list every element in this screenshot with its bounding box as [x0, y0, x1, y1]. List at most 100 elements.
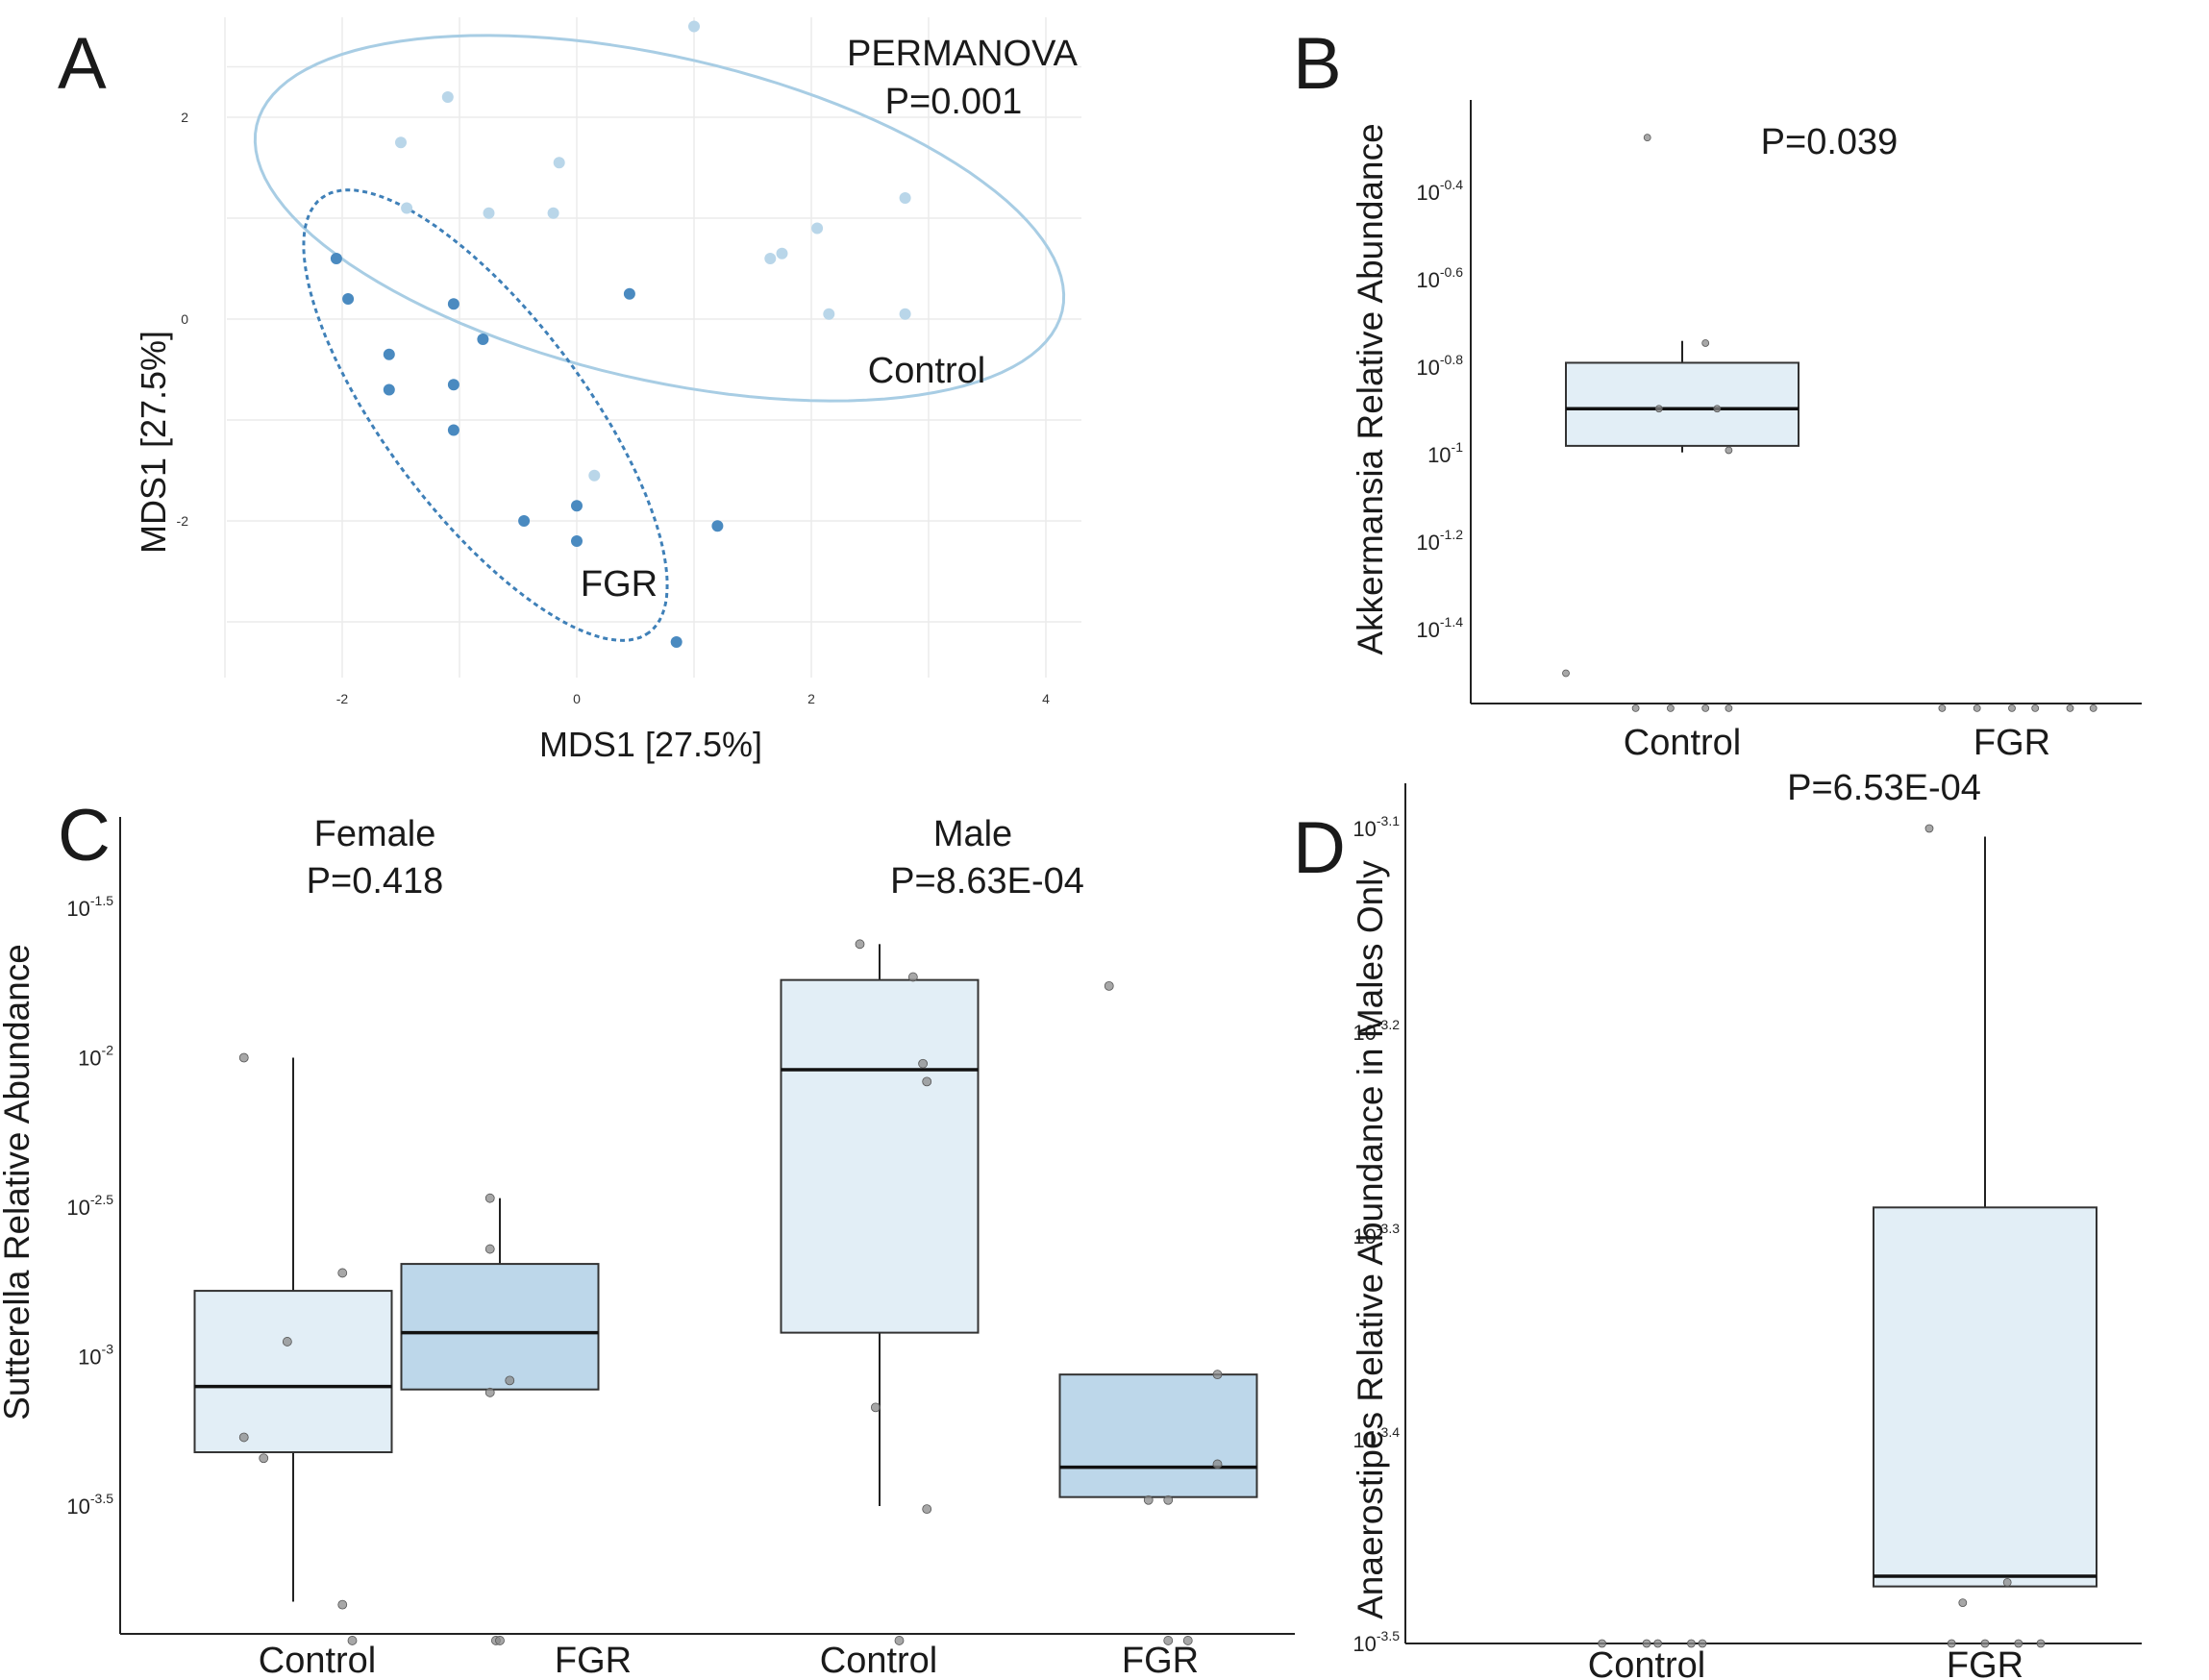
permanova-label: PERMANOVA [847, 34, 1079, 74]
data-point [1163, 1636, 1174, 1645]
data-point [495, 1636, 505, 1645]
fgr-point [670, 636, 683, 648]
data-point [1104, 980, 1114, 991]
box [400, 1263, 600, 1391]
data-point [1698, 1639, 1707, 1648]
fgr-ellipse [302, 188, 669, 642]
data-point [1653, 1639, 1662, 1648]
data-point [1654, 405, 1663, 413]
fgr-point [623, 287, 635, 300]
y-tick-label: 10-3.4 [1353, 1424, 1400, 1452]
data-point [2066, 704, 2074, 712]
y-tick-label: 0 [181, 311, 188, 327]
data-point [894, 1636, 905, 1645]
panel-d-xtick-control: Control [1588, 1645, 1706, 1680]
data-point [1701, 704, 1710, 712]
control-point [688, 20, 700, 33]
y-tick-label: 10-3.3 [1353, 1221, 1400, 1248]
panel-c-ylabel: Sutterella Relative Abundance [0, 944, 37, 1421]
data-point [1631, 704, 1640, 712]
data-point [1643, 134, 1651, 142]
box [780, 978, 980, 1334]
panel-c-content: 10-1.5 10-2 10-2.5 10-3 10-3.5 [66, 893, 1258, 1645]
panel-b: B 10-0.4 10-0.6 10-0.8 10-1 10-1.2 10-1.4 P=0… [1293, 23, 2142, 763]
panel-c-xtick-female-fgr: FGR [555, 1641, 632, 1680]
data-point [1938, 704, 1947, 712]
panel-d-content: 10-3.1 10-3.2 10-3.3 10-3.4 10-3.5 [1353, 813, 2097, 1656]
fgr-point [383, 383, 395, 396]
data-point [1725, 704, 1733, 712]
control-ellipse [253, 34, 1066, 403]
panel-a-ylabel: MDS1 [27.5%] [134, 331, 173, 554]
control-point [588, 469, 601, 482]
panel-b-xtick-control: Control [1624, 723, 1742, 763]
data-point [1143, 1495, 1154, 1505]
panel-d-p-value: P=6.53E-04 [1787, 768, 1981, 808]
fgr-point [571, 535, 583, 547]
data-point [337, 1599, 348, 1610]
data-point [1163, 1495, 1174, 1505]
data-point [2008, 704, 2016, 712]
box [1058, 1373, 1258, 1498]
y-tick-label: 10-3.2 [1353, 1017, 1400, 1045]
fgr-point [447, 379, 459, 391]
data-point [1701, 339, 1710, 347]
y-tick-label: 10-0.8 [1416, 352, 1463, 380]
data-point [484, 1193, 495, 1203]
data-point [1212, 1370, 1223, 1380]
female-p-value: P=0.418 [307, 861, 444, 902]
panel-b-label: B [1293, 23, 1342, 105]
box [193, 1290, 393, 1454]
data-point [1212, 1459, 1223, 1470]
panel-a-label: A [58, 23, 107, 105]
data-point [1598, 1639, 1606, 1648]
panel-c-xtick-male-control: Control [820, 1641, 938, 1680]
panel-b-content: 10-0.4 10-0.6 10-0.8 10-1 10-1.2 10-1.4 [1416, 134, 2097, 712]
data-point [871, 1402, 881, 1413]
panel-c-xtick-female-control: Control [259, 1641, 377, 1680]
data-point [922, 1504, 932, 1515]
control-point [441, 91, 454, 103]
box [1873, 1206, 2097, 1588]
fgr-point [518, 515, 531, 527]
control-point [776, 247, 788, 259]
fgr-point [342, 293, 355, 305]
fgr-point [330, 253, 342, 264]
panel-a-points [330, 20, 911, 648]
x-tick-label: 2 [807, 691, 815, 706]
data-point [918, 1058, 928, 1069]
data-point [1562, 669, 1570, 678]
male-p-value: P=8.63E-04 [890, 861, 1084, 902]
panel-a-ticks: -2 0 2 4 2 0 -2 [177, 110, 1051, 706]
panel-a: A -2 0 2 4 2 0 -2 PERMANOVA P=0.001 Control FG… [58, 17, 1081, 764]
data-point [347, 1636, 358, 1645]
panel-d-label: D [1293, 807, 1346, 889]
data-point [1958, 1598, 1968, 1607]
female-label: Female [314, 814, 436, 854]
data-point [1725, 446, 1733, 455]
control-point [395, 136, 407, 149]
data-point [1980, 1639, 1990, 1648]
panel-b-ylabel: Akkermansia Relative Abundance [1351, 123, 1390, 655]
control-point [811, 222, 824, 235]
data-point [259, 1453, 269, 1464]
data-point [2036, 1639, 2046, 1648]
fgr-point [571, 500, 583, 512]
data-point [2031, 704, 2040, 712]
panel-d-ylabel: Anaerostipes Relative Abundance in Males… [1351, 860, 1390, 1619]
y-tick-label: 10-0.6 [1416, 264, 1463, 292]
y-tick-label: -2 [177, 513, 189, 529]
panel-d: D 10-3.1 10-3.2 10-3.3 10-3.4 10-3.5 P=6.53E… [1293, 768, 2142, 1680]
panel-a-xlabel: MDS1 [27.5%] [539, 725, 762, 764]
y-tick-label: 10-1.4 [1416, 614, 1463, 642]
panel-c-xtick-male-fgr: FGR [1122, 1641, 1199, 1680]
data-point [282, 1337, 292, 1346]
y-tick-label: 10-1.2 [1416, 527, 1463, 555]
fgr-point [711, 520, 724, 532]
data-point [2014, 1639, 2023, 1648]
control-ellipse-label: Control [868, 351, 986, 391]
y-tick-label: 10-0.4 [1416, 177, 1463, 205]
y-tick-label: 10-3.5 [66, 1491, 113, 1519]
x-tick-label: -2 [336, 691, 349, 706]
